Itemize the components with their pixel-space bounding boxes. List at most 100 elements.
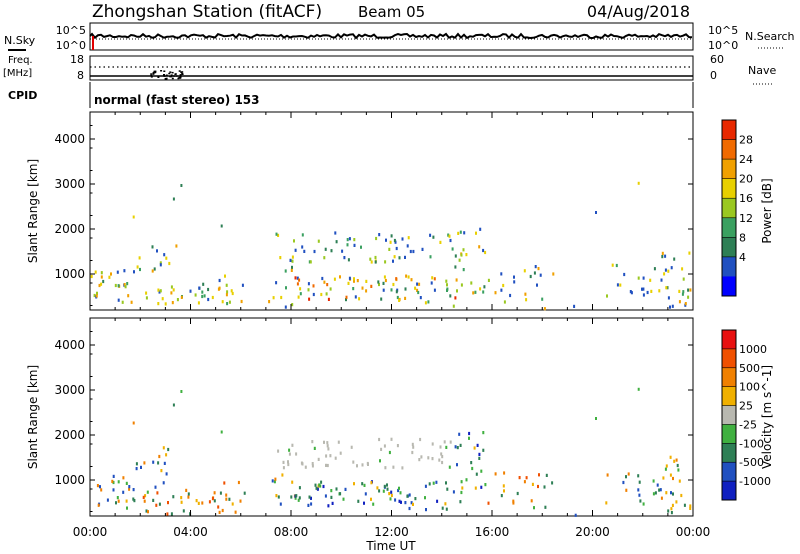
- range-gate-cell: [456, 446, 459, 450]
- range-gate-cell: [390, 288, 393, 292]
- colorbar-tick-label: 1000: [739, 343, 767, 356]
- range-gate-cell: [637, 181, 640, 185]
- range-gate-cell: [460, 283, 463, 287]
- range-gate-cell: [378, 437, 381, 442]
- range-gate-cell: [386, 483, 388, 487]
- range-gate-cell: [652, 479, 655, 483]
- range-gate-cell: [358, 297, 361, 301]
- range-gate-cell: [225, 283, 228, 287]
- range-gate-cell: [197, 501, 200, 505]
- range-gate-cell: [615, 263, 618, 268]
- range-gate-cell: [386, 487, 389, 491]
- range-gate-cell: [463, 231, 466, 235]
- range-gate-cell: [339, 451, 342, 455]
- range-gate-cell: [446, 487, 449, 491]
- range-gate-cell: [370, 284, 373, 288]
- nave-scatter-point: [171, 77, 174, 80]
- range-gate-cell: [663, 272, 666, 276]
- y-tick-label: 4000: [54, 338, 85, 352]
- freq-strip: [89, 55, 694, 81]
- range-gate-cell: [431, 276, 434, 280]
- range-gate-cell: [166, 512, 169, 516]
- range-gate-cell: [333, 277, 336, 281]
- nave-scatter-point: [169, 75, 172, 78]
- range-gate-cell: [465, 478, 468, 482]
- range-gate-cell: [619, 283, 622, 287]
- range-gate-cell: [135, 467, 138, 471]
- station-title: Zhongshan Station (fitACF): [92, 2, 322, 22]
- range-gate-cell: [317, 457, 320, 461]
- range-gate-cell: [122, 476, 125, 480]
- range-gate-cell: [275, 494, 278, 498]
- range-gate-cell: [629, 290, 632, 294]
- range-gate-cell: [461, 486, 464, 490]
- range-gate-cell: [678, 479, 681, 483]
- range-gate-cell: [299, 287, 302, 291]
- range-gate-cell: [654, 491, 657, 495]
- range-gate-cell: [365, 289, 368, 293]
- range-gate-cell: [132, 215, 135, 219]
- range-gate-cell: [224, 274, 226, 278]
- range-gate-cell: [524, 292, 527, 296]
- range-gate-cell: [279, 256, 282, 260]
- range-gate-cell: [681, 292, 684, 296]
- range-gate-cell: [625, 475, 627, 479]
- range-gate-cell: [637, 488, 640, 492]
- range-gate-cell: [357, 499, 360, 503]
- range-gate-cell: [213, 499, 216, 503]
- range-gate-cell: [207, 297, 210, 302]
- range-gate-cell: [352, 287, 355, 291]
- freq-trace: [90, 66, 693, 80]
- range-gate-cell: [404, 296, 407, 300]
- range-gate-cell: [234, 510, 237, 514]
- range-gate-cell: [642, 287, 645, 291]
- range-gate-cell: [335, 487, 338, 491]
- range-gate-cell: [285, 286, 287, 290]
- range-gate-cell: [360, 245, 362, 249]
- range-gate-cell: [170, 285, 173, 289]
- range-gate-cell: [187, 495, 190, 499]
- colorbar-swatch: [722, 217, 736, 238]
- range-gate-cell: [428, 482, 431, 486]
- range-gate-cell: [480, 485, 483, 489]
- range-gate-cell: [623, 272, 626, 277]
- range-gate-cell: [170, 291, 173, 295]
- range-gate-cell: [326, 463, 329, 468]
- range-gate-cell: [479, 287, 482, 291]
- range-gate-cell: [180, 390, 183, 393]
- range-gate-cell: [273, 480, 276, 484]
- nave-scatter-point: [165, 77, 168, 80]
- range-gate-cell: [100, 282, 103, 286]
- range-gate-cell: [151, 245, 154, 249]
- range-gate-cell: [658, 488, 661, 492]
- range-gate-cell: [458, 432, 461, 436]
- colorbar-swatch: [722, 462, 736, 482]
- range-gate-cell: [294, 276, 297, 280]
- range-gate-cell: [398, 499, 401, 503]
- range-gate-cell: [231, 502, 234, 506]
- range-gate-cell: [112, 488, 115, 492]
- range-gate-cell: [310, 496, 312, 500]
- range-gate-cell: [642, 502, 645, 506]
- range-gate-cell: [323, 256, 326, 260]
- range-gate-cell: [365, 279, 368, 283]
- range-gate-cell: [268, 300, 271, 304]
- freq-unit-label: [MHz]: [3, 68, 32, 79]
- range-gate-cell: [483, 285, 486, 289]
- range-gate-cell: [122, 490, 125, 494]
- range-gate-cell: [194, 293, 197, 297]
- range-gate-cell: [689, 506, 692, 510]
- range-gate-cell: [341, 249, 344, 253]
- colorbar-swatch: [722, 481, 736, 501]
- colorbar-swatch: [722, 159, 736, 180]
- range-gate-cell: [529, 274, 532, 279]
- range-gate-cell: [543, 307, 546, 311]
- range-gate-cell: [447, 233, 450, 237]
- range-gate-cell: [468, 431, 471, 436]
- nave-scatter-point: [168, 72, 171, 75]
- nave-scatter-point: [165, 74, 168, 76]
- range-gate-cell: [323, 280, 326, 284]
- range-gate-cell: [330, 489, 333, 493]
- range-gate-cell: [669, 305, 671, 309]
- range-gate-cell: [280, 295, 283, 300]
